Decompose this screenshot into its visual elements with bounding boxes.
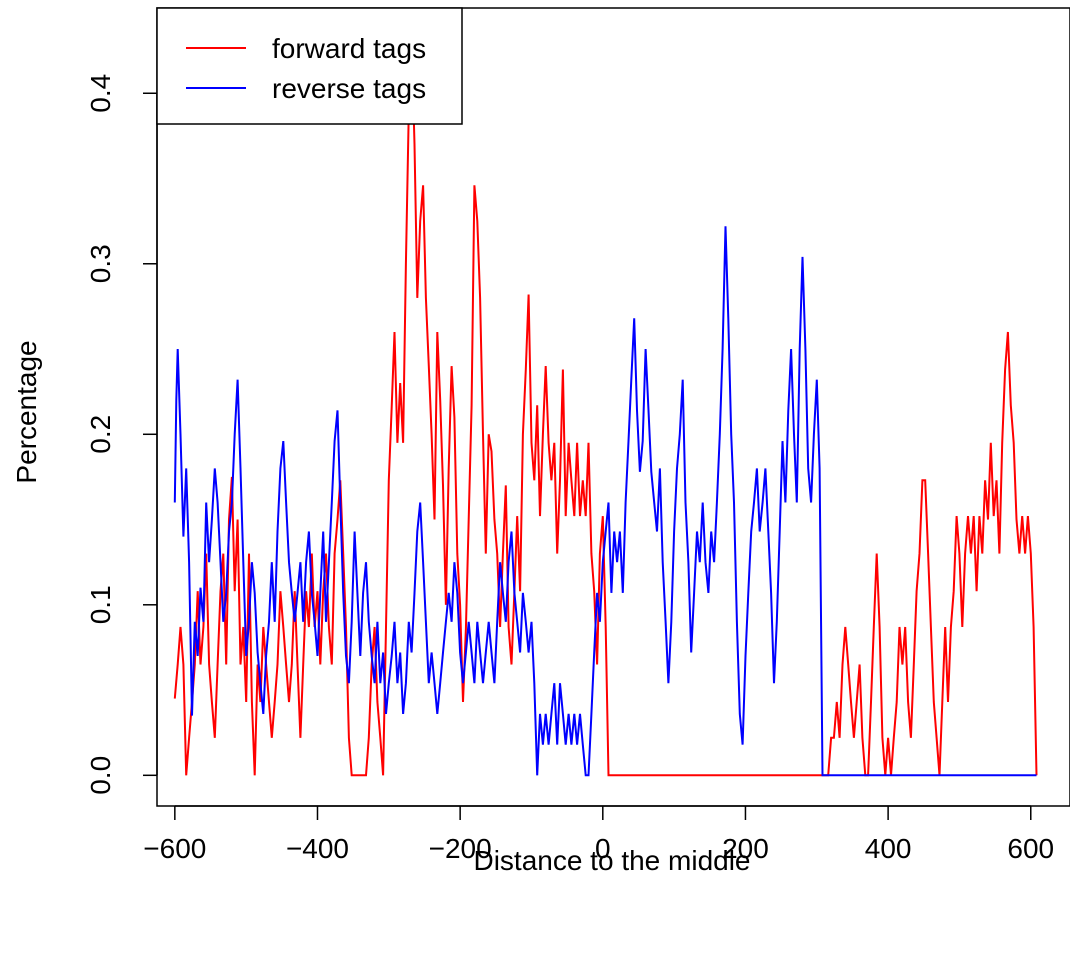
x-tick-label: 400 — [865, 833, 912, 864]
legend-label-forward-tags: forward tags — [272, 33, 426, 64]
y-axis-label: Percentage — [11, 340, 42, 483]
x-tick-label: 0 — [595, 833, 611, 864]
x-tick-label: 600 — [1007, 833, 1054, 864]
y-tick-label: 0.4 — [85, 74, 116, 113]
y-tick-label: 0.2 — [85, 415, 116, 454]
x-axis-label: Distance to the middle — [473, 845, 750, 876]
y-tick-label: 0.3 — [85, 244, 116, 283]
x-axis: −600 −400 −200 0 200 400 600 — [143, 805, 1054, 864]
series-layer — [173, 36, 1038, 777]
y-tick-label: 0.1 — [85, 585, 116, 624]
x-tick-label: −200 — [429, 833, 492, 864]
series-line-reverse-tags — [173, 226, 1037, 777]
x-tick-label: 200 — [722, 833, 769, 864]
legend-box — [156, 7, 463, 125]
legend-label-reverse-tags: reverse tags — [272, 73, 426, 104]
x-tick-label: −400 — [286, 833, 349, 864]
legend: forward tags reverse tags — [156, 7, 463, 125]
y-tick-label: 0.0 — [85, 756, 116, 795]
x-tick-label: −600 — [143, 833, 206, 864]
y-axis: 0.0 0.1 0.2 0.3 0.4 — [85, 74, 158, 795]
series-line-forward-tags — [173, 36, 1038, 777]
